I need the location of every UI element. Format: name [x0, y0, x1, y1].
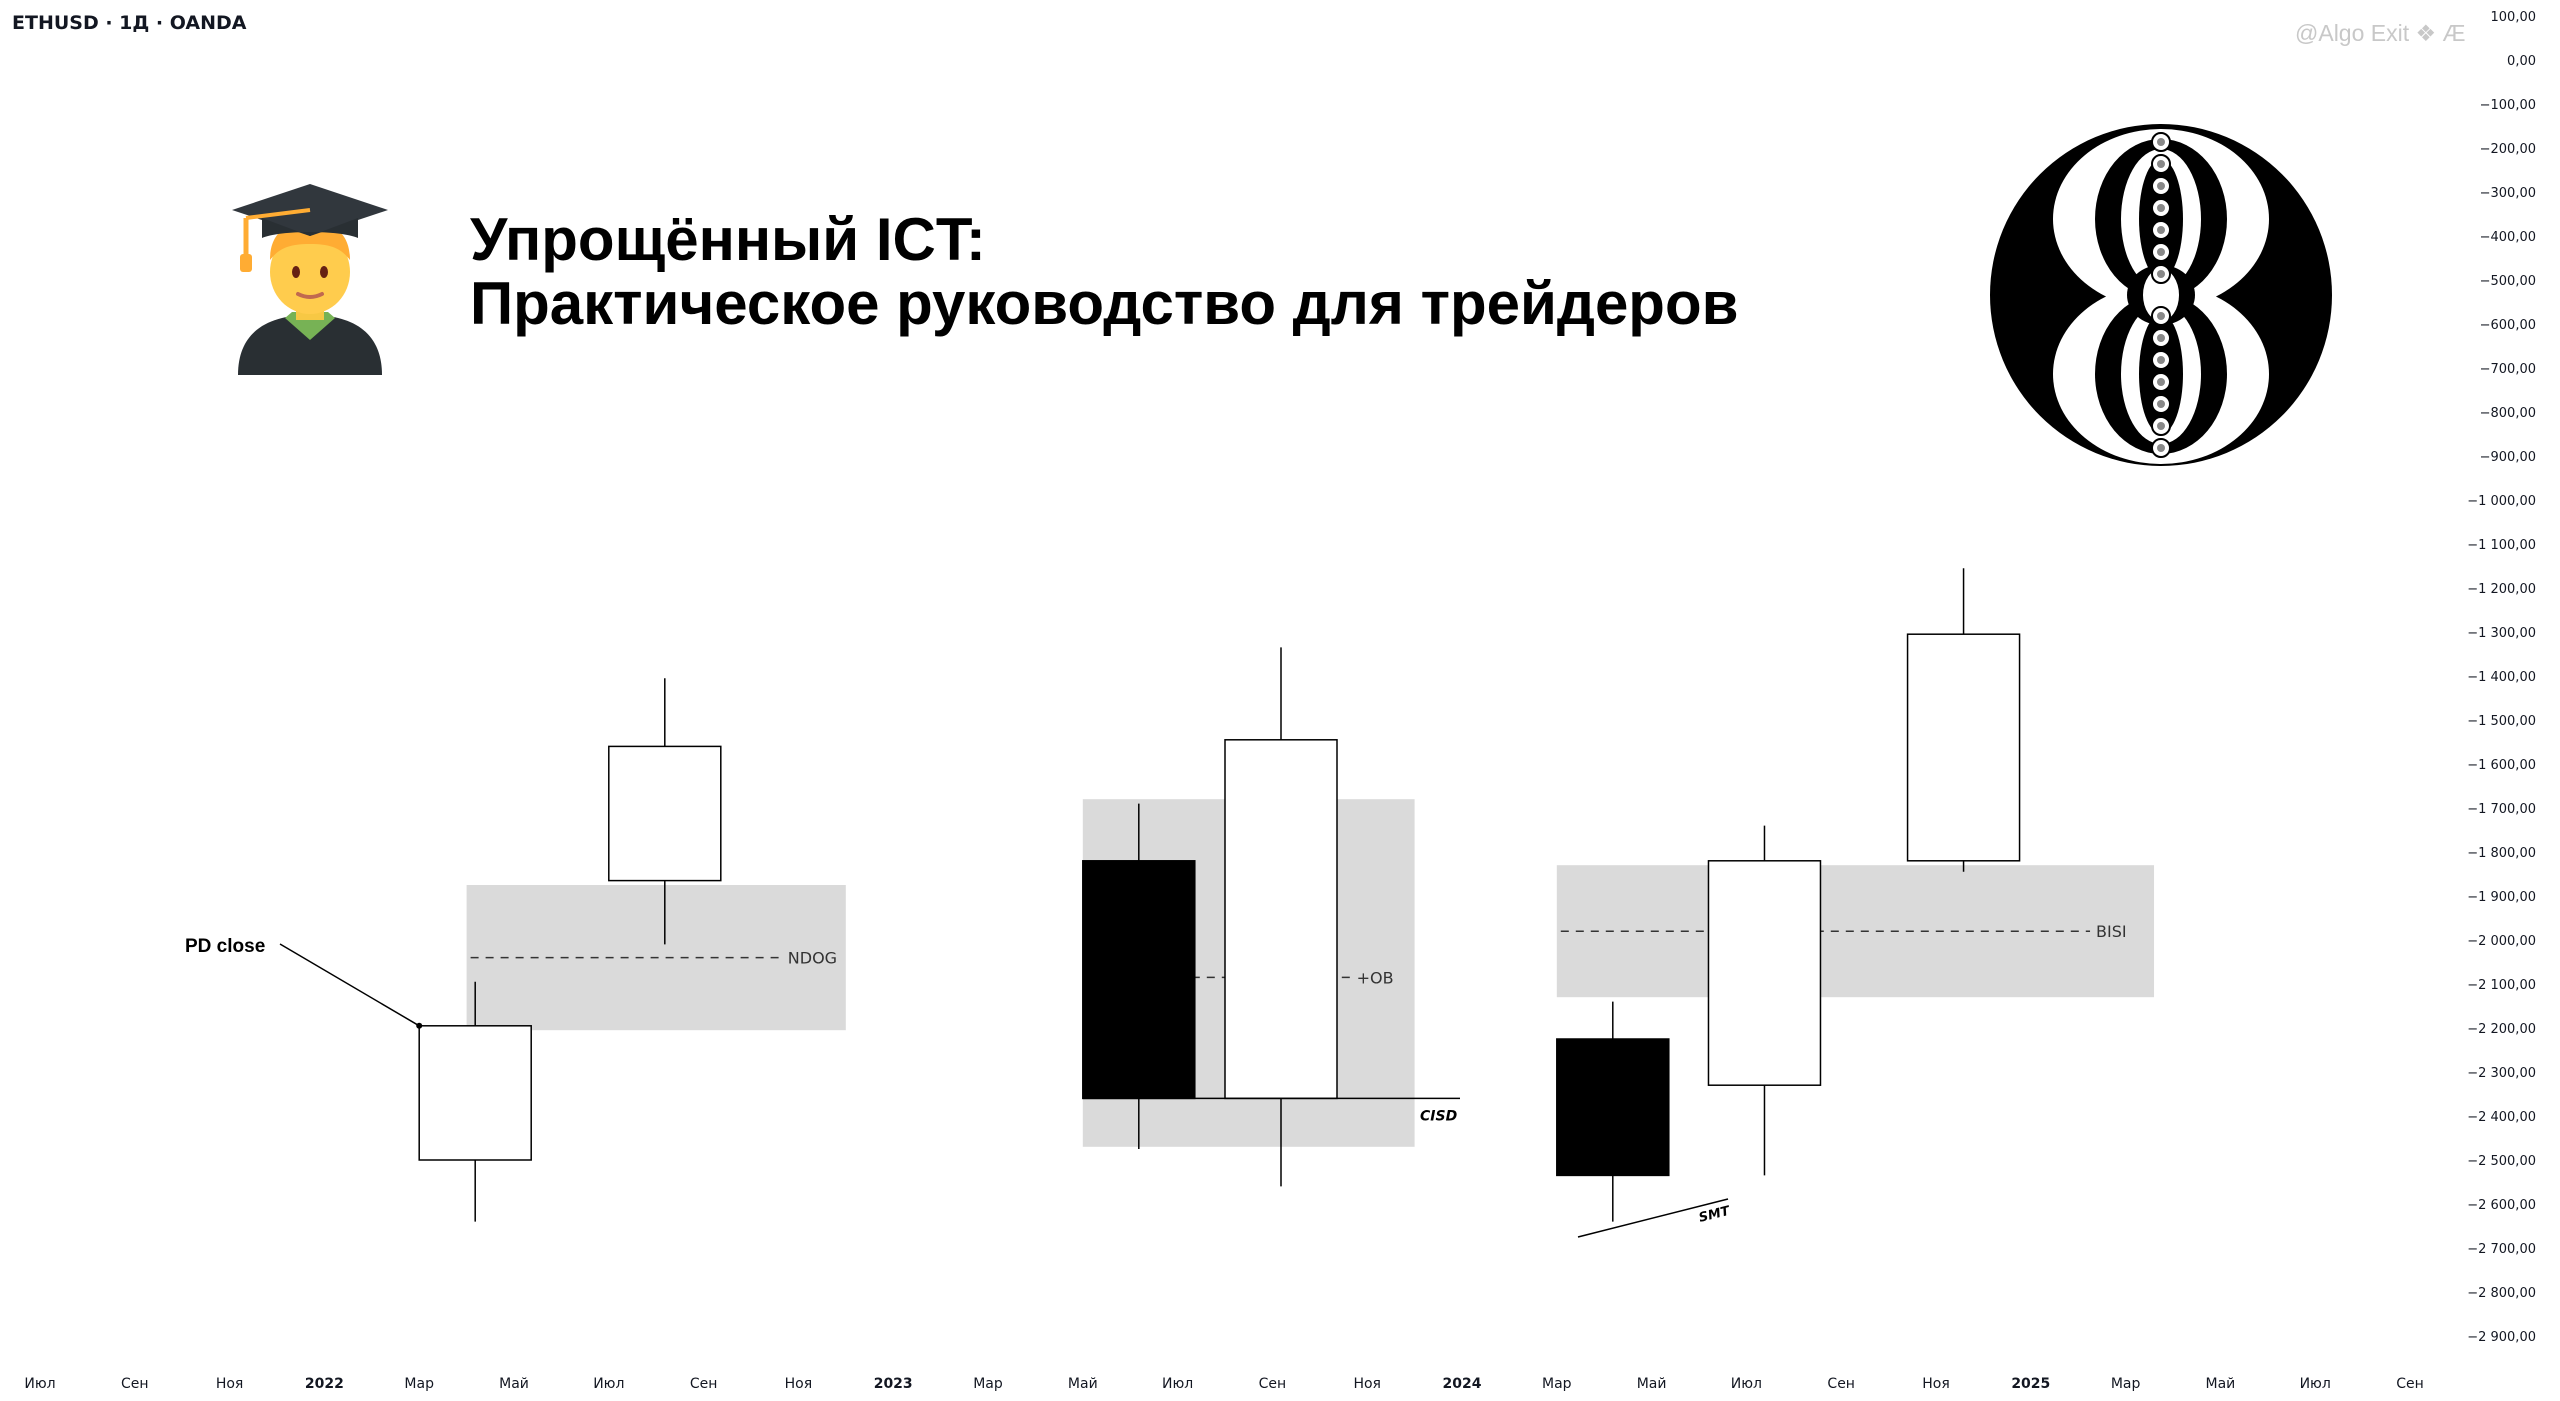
- x-tick-label: Июл: [2300, 1376, 2331, 1392]
- y-tick-label: −900,00: [2480, 450, 2536, 465]
- x-tick-label: Май: [499, 1376, 529, 1392]
- x-tick-label: Мар: [1542, 1376, 1572, 1392]
- x-tick-label: Мар: [2111, 1376, 2141, 1392]
- y-tick-label: −2 100,00: [2467, 978, 2536, 993]
- y-tick-label: −400,00: [2480, 230, 2536, 245]
- x-tick-label: Сен: [690, 1376, 718, 1392]
- y-tick-label: −1 600,00: [2467, 758, 2536, 773]
- y-tick-label: −2 400,00: [2467, 1110, 2536, 1125]
- y-tick-label: −300,00: [2480, 186, 2536, 201]
- y-tick-label: −2 200,00: [2467, 1022, 2536, 1037]
- pd-close-dot: [416, 1022, 423, 1029]
- y-tick-label: −2 600,00: [2467, 1198, 2536, 1213]
- y-tick-label: −200,00: [2480, 142, 2536, 157]
- y-tick-label: −1 400,00: [2467, 670, 2536, 685]
- candle-body: [1224, 739, 1338, 1100]
- y-tick-label: −1 300,00: [2467, 626, 2536, 641]
- y-tick-label: −1 500,00: [2467, 714, 2536, 729]
- zone-label: NDOG: [788, 949, 837, 968]
- bodies-layer: [418, 633, 2021, 1177]
- y-tick-label: −1 900,00: [2467, 890, 2536, 905]
- candle-body: [608, 745, 722, 882]
- y-axis: 100,00 0,00 −100,00 −200,00 −300,00 −400,00 −5…: [2467, 10, 2536, 1345]
- x-tick-label: Мар: [404, 1376, 434, 1392]
- y-tick-label: −2 900,00: [2467, 1330, 2536, 1345]
- x-axis: Июл Сен Ноя 2022 Мар Май Июл Сен Ноя 2023 Мар Май Ию…: [24, 1376, 2423, 1392]
- x-tick-label: Июл: [593, 1376, 624, 1392]
- x-tick-label: Ноя: [216, 1376, 244, 1392]
- y-tick-label: −600,00: [2480, 318, 2536, 333]
- x-tick-label: 2023: [874, 1376, 913, 1392]
- y-tick-label: −2 800,00: [2467, 1286, 2536, 1301]
- y-tick-label: −1 200,00: [2467, 582, 2536, 597]
- x-tick-label: Сен: [1259, 1376, 1287, 1392]
- x-tick-label: 2025: [2011, 1376, 2050, 1392]
- graduate-emoji-icon: [232, 184, 388, 375]
- x-tick-label: Ноя: [1353, 1376, 1381, 1392]
- x-tick-label: Сен: [121, 1376, 149, 1392]
- y-tick-label: −100,00: [2480, 98, 2536, 113]
- y-tick-label: −1 700,00: [2467, 802, 2536, 817]
- x-tick-label: Май: [1637, 1376, 1667, 1392]
- pd-close-label: PD close: [185, 936, 265, 957]
- y-tick-label: −2 700,00: [2467, 1242, 2536, 1257]
- candle-body: [1082, 860, 1196, 1100]
- y-tick-label: −2 500,00: [2467, 1154, 2536, 1169]
- y-tick-label: −700,00: [2480, 362, 2536, 377]
- y-tick-label: −1 000,00: [2467, 494, 2536, 509]
- ticker-label: ETHUSD · 1Д · OANDA: [12, 12, 247, 34]
- y-tick-label: −2 300,00: [2467, 1066, 2536, 1081]
- candle-body: [1707, 860, 1822, 1086]
- y-tick-label: 100,00: [2491, 10, 2537, 25]
- x-tick-label: Июл: [1731, 1376, 1762, 1392]
- zone-label: BISI: [2096, 922, 2127, 941]
- x-tick-label: Июл: [24, 1376, 55, 1392]
- x-tick-label: Ноя: [1922, 1376, 1950, 1392]
- page-title: Упрощённый ICT: Практическое руководство…: [470, 208, 1739, 336]
- y-tick-label: −500,00: [2480, 274, 2536, 289]
- y-tick-label: −2 000,00: [2467, 934, 2536, 949]
- x-tick-label: Мар: [973, 1376, 1003, 1392]
- y-tick-label: 0,00: [2507, 54, 2536, 69]
- watermark: @Algo Exit ❖ Æ: [2295, 20, 2466, 46]
- x-tick-label: 2022: [305, 1376, 344, 1392]
- title-line-2: Практическое руководство для трейдеров: [470, 270, 1739, 337]
- candle-body: [1906, 633, 2021, 862]
- zone-label: +OB: [1357, 968, 1394, 987]
- smt-label: SMT: [1697, 1204, 1732, 1226]
- x-tick-label: Май: [1068, 1376, 1098, 1392]
- y-tick-label: −800,00: [2480, 406, 2536, 421]
- cisd-label: CISD: [1420, 1108, 1457, 1124]
- y-tick-label: −1 800,00: [2467, 846, 2536, 861]
- x-tick-label: Ноя: [785, 1376, 813, 1392]
- annotations-layer: PD close CISD SMT: [185, 936, 1732, 1238]
- x-tick-label: Сен: [1827, 1376, 1855, 1392]
- y-tick-label: −1 100,00: [2467, 538, 2536, 553]
- zone-bisi: [1556, 865, 2155, 998]
- circular-geometric-logo-icon: [1990, 124, 2332, 466]
- candle-body: [418, 1025, 532, 1161]
- x-tick-label: Июл: [1162, 1376, 1193, 1392]
- pd-close-pointer: [279, 943, 420, 1027]
- candle-body: [1556, 1038, 1670, 1177]
- x-tick-label: Май: [2206, 1376, 2236, 1392]
- smt-divergence-line: [1577, 1198, 1729, 1238]
- x-tick-label: 2024: [1443, 1376, 1482, 1392]
- title-line-1: Упрощённый ICT:: [470, 206, 986, 273]
- x-tick-label: Сен: [2396, 1376, 2424, 1392]
